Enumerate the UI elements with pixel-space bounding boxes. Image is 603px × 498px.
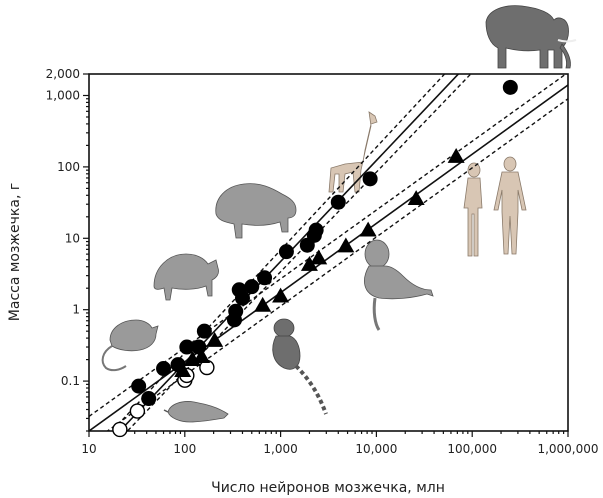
filled-circle-point [502,79,518,95]
triangle-point [174,362,192,378]
triangle-point [310,249,328,265]
x-tick-label: 1,000 [263,442,297,456]
filled-circle-point [179,339,195,355]
open-circle-point [129,403,146,419]
triangle-point [337,237,355,253]
filled-circle-point [228,303,244,319]
x-tick-label: 100,000 [447,442,497,456]
y-tick-label: 1 [72,303,80,317]
triangle-point [206,332,224,347]
triangle-point [407,190,425,205]
giraffe-illustration [328,111,378,193]
triangle-point [447,147,465,163]
ci-circles-lower-line [126,74,472,431]
agouti-illustration [153,253,219,301]
rat-illustration [101,319,159,372]
ci-triangles-lower-line [106,98,568,431]
humans-illustration [463,156,527,257]
x-tick-label: 1,000,000 [537,442,598,456]
filled-circle-point [234,290,250,306]
triangle-point [254,296,272,312]
filled-circle-point [131,378,147,394]
x-tick-label: 100 [173,442,196,456]
x-axis-title: Число нейронов мозжечка, млн [211,480,445,496]
y-tick-label: 10 [65,231,80,245]
filled-circle-point [191,339,207,355]
filled-circle-point [244,279,260,295]
triangle-point [300,255,318,271]
triangle-point [359,221,377,237]
filled-circle-point [278,244,294,260]
x-tick-label: 10,000 [355,442,397,456]
y-tick-label: 1,000 [46,88,80,102]
regression-lines [89,74,568,431]
elephant-illustration [485,5,577,69]
macaque-illustration [364,239,434,331]
y-tick-label: 0.1 [61,374,80,388]
open-circle-point [112,421,128,438]
filled-circle-point [196,323,212,339]
filled-circle-point [362,171,378,187]
axes: 10 100 1,000 10,000 100,000 1,000,000 0.1 1 10 10… [46,67,599,456]
filled-circle-point [308,222,324,238]
plot-frame [88,73,569,432]
y-axis-title: Масса мозжечка, г [7,183,23,321]
filled-circle-point [330,194,346,210]
capybara-illustration [215,183,297,239]
filled-circle-point [156,361,172,377]
data-markers [112,79,518,438]
x-tick-label: 10 [81,442,96,456]
triangle-point [193,348,211,364]
filled-circle-point [257,270,273,286]
filled-circle-point [141,391,157,407]
y-tick-label: 100 [57,160,80,174]
fit-triangles-line [89,84,568,431]
illustrations [101,5,577,423]
shrew-illustration [163,401,229,423]
marmoset-illustration [272,318,328,415]
triangle-point [272,287,290,303]
ci-triangles-upper-line [89,74,568,417]
y-tick-label: 2,000 [46,67,80,81]
